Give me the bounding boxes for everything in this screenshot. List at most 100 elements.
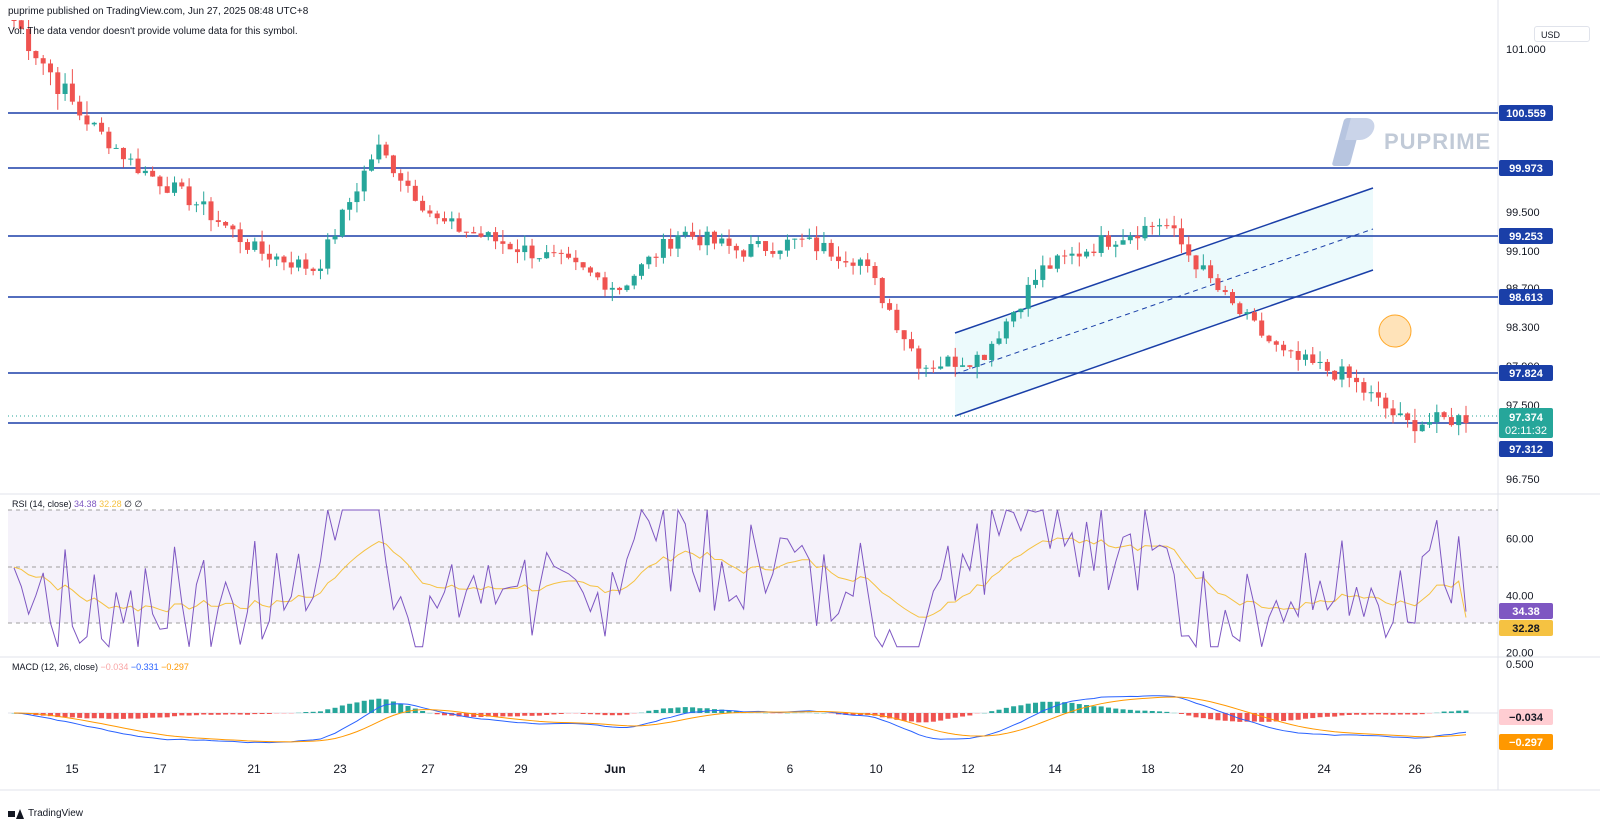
candle-body [544, 252, 550, 259]
macd-histogram-bar [1003, 707, 1009, 713]
candle-body [1456, 415, 1462, 426]
candle-body [179, 182, 185, 187]
candle-body [485, 232, 491, 237]
candle-body [1368, 392, 1374, 394]
x-axis-tick-label: 4 [699, 762, 706, 776]
candle-body [1178, 228, 1184, 245]
puprime-logo-icon [1330, 118, 1378, 166]
candle-body [1164, 225, 1170, 227]
macd-histogram-bar [1295, 713, 1301, 720]
x-axis-tick-label: 29 [514, 762, 528, 776]
macd-histogram-bar [150, 713, 156, 718]
price-label-99973-bg [1499, 160, 1553, 176]
macd-histogram-bar [784, 712, 790, 714]
candle-body [646, 256, 652, 265]
candle-body [325, 239, 331, 269]
macd-histogram-bar [1281, 713, 1287, 722]
candle-body [1105, 235, 1111, 247]
candle-body [303, 259, 309, 269]
x-axis-tick-label: 18 [1141, 762, 1155, 776]
candle-body [1222, 290, 1228, 293]
candle-body [1091, 251, 1097, 253]
macd-histogram-bar [354, 702, 360, 713]
candle-body [215, 220, 221, 223]
macd-histogram-bar [1062, 702, 1068, 713]
macd-histogram-bar [252, 713, 258, 715]
candle-body [1025, 284, 1031, 309]
macd-histogram-bar [244, 713, 250, 715]
candle-body [390, 155, 396, 174]
macd-histogram-bar [1157, 711, 1163, 713]
candle-body [916, 348, 922, 369]
candle-body [908, 339, 914, 349]
macd-histogram-bar [624, 713, 630, 715]
candle-body [638, 264, 644, 276]
macd-histogram-bar [777, 713, 783, 714]
macd-histogram-bar [1230, 713, 1236, 722]
currency-selector[interactable]: USD [1534, 26, 1590, 42]
candle-body [668, 239, 674, 249]
candle-body [449, 218, 455, 222]
candle-body [1011, 312, 1017, 322]
candle-body [697, 236, 703, 246]
candle-body [434, 213, 440, 219]
macd-hist-value: −0.034 [100, 662, 129, 672]
macd-histogram-bar [1200, 713, 1206, 719]
macd-histogram-bar [668, 708, 674, 713]
macd-histogram-bar [485, 713, 491, 717]
candle-body [1142, 225, 1148, 239]
macd-histogram-bar [1361, 713, 1367, 715]
candle-body [1463, 415, 1469, 424]
candle-body [1361, 382, 1367, 393]
macd-histogram-bar [398, 703, 404, 713]
candle-body [1244, 312, 1250, 314]
macd-histogram-bar [274, 713, 280, 714]
candle-body [887, 303, 893, 310]
candle-body [704, 231, 710, 246]
candle-body [1098, 235, 1104, 253]
macd-histogram-bar [566, 713, 572, 714]
candle-body [244, 242, 250, 250]
macd-histogram-bar [1113, 708, 1119, 713]
macd-histogram-bar [172, 713, 178, 717]
candle-body [142, 170, 148, 174]
macd-histogram-bar [945, 713, 951, 719]
price-axis-tick-label: 96.750 [1506, 474, 1540, 486]
candle-body [354, 191, 360, 203]
macd-histogram-bar [412, 708, 418, 713]
candle-body [237, 229, 243, 243]
price-label-98613-bg [1499, 289, 1553, 305]
macd-histogram-bar [1025, 703, 1031, 713]
candle-body [164, 186, 170, 193]
footer-text: TradingView [28, 808, 84, 819]
macd-histogram-bar [1368, 713, 1374, 715]
candle-body [529, 245, 535, 259]
macd-histogram-bar [376, 698, 382, 713]
macd-histogram-bar [441, 713, 447, 716]
candle-body [1193, 255, 1199, 270]
macd-histogram-bar [1412, 713, 1418, 715]
price-axis-tick-label: 98.300 [1506, 322, 1540, 334]
candle-body [412, 185, 418, 201]
macd-histogram-bar [463, 713, 469, 717]
macd-signal-line [13, 696, 1467, 743]
rsi-line [13, 508, 1467, 649]
candle-body [821, 242, 827, 252]
macd-histogram-bar [1178, 713, 1184, 714]
macd-value: −0.331 [130, 662, 159, 672]
candle-body [967, 365, 973, 367]
macd-histogram-bar [938, 713, 944, 721]
candle-body [960, 365, 966, 367]
candle-body [201, 201, 207, 205]
candle-body [1324, 361, 1330, 371]
candle-body [514, 249, 520, 253]
macd-histogram-bar [55, 713, 61, 718]
publish-header: puprime published on TradingView.com, Ju… [8, 6, 309, 17]
macd-histogram-bar [186, 713, 192, 716]
candle-body [281, 256, 287, 263]
macd-histogram-bar [638, 712, 644, 714]
rsi-axis-tick-label: 20.00 [1506, 648, 1534, 660]
macd-histogram-bar [587, 713, 593, 715]
macd-histogram-bar [1047, 701, 1053, 713]
